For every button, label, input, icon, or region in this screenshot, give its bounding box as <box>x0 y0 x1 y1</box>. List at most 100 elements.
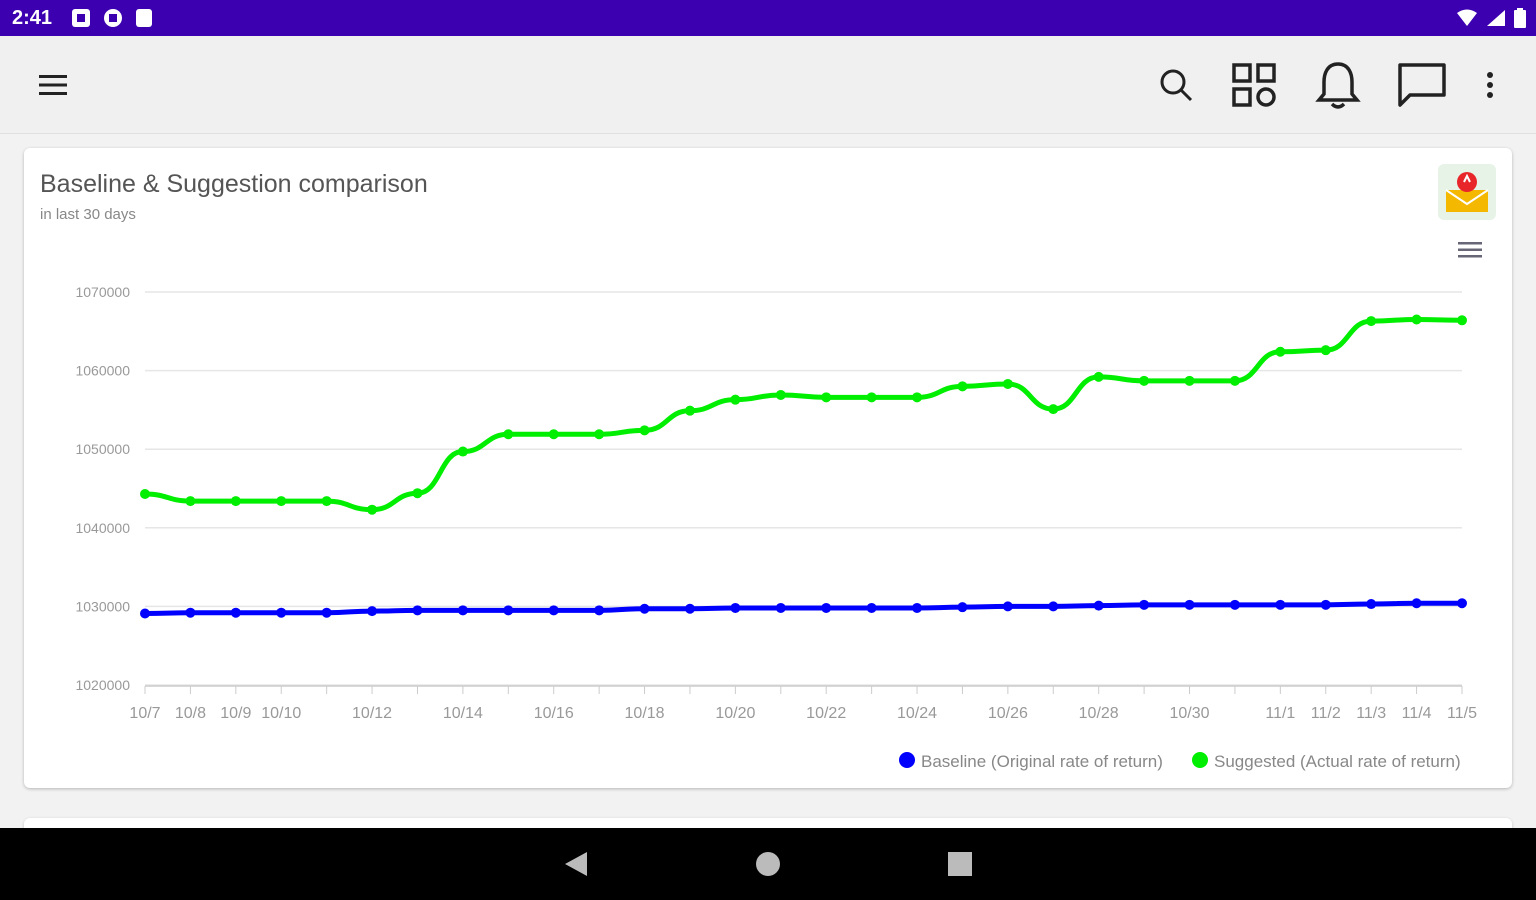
chat-icon <box>1398 63 1446 107</box>
data-point <box>503 429 514 440</box>
notification-icon <box>72 9 90 27</box>
data-point <box>185 496 196 507</box>
data-point <box>1275 346 1286 357</box>
x-tick-label: 10/12 <box>352 705 392 722</box>
x-tick-label: 10/22 <box>806 705 846 722</box>
y-tick-label: 1040000 <box>75 520 130 536</box>
data-point <box>1002 378 1013 389</box>
signal-icon <box>1487 10 1505 26</box>
y-tick-label: 1030000 <box>75 598 130 614</box>
back-icon <box>565 852 587 876</box>
line-chart: 1020000 1030000 1040000 1050000 1060000 10700… <box>75 284 1477 771</box>
data-point <box>548 429 559 440</box>
data-point <box>684 405 695 416</box>
data-point <box>1457 598 1467 609</box>
wifi-icon <box>1457 9 1477 26</box>
data-point <box>1366 599 1377 610</box>
data-point <box>1366 316 1377 327</box>
data-point <box>639 603 650 614</box>
data-point <box>412 488 423 499</box>
data-point <box>321 607 332 618</box>
recents-button[interactable] <box>920 828 1000 900</box>
x-tick-label: 10/26 <box>988 705 1028 722</box>
data-point <box>321 496 332 507</box>
more-options-button[interactable] <box>1470 36 1510 134</box>
data-point <box>1048 404 1059 415</box>
data-point <box>821 392 832 403</box>
x-tick-label: 10/9 <box>220 705 251 722</box>
back-button[interactable] <box>536 828 616 900</box>
data-point <box>367 504 378 515</box>
data-point <box>457 446 468 457</box>
x-tick-label: 10/30 <box>1169 705 1209 722</box>
data-point <box>1184 375 1195 386</box>
apps-grid-icon <box>1232 63 1276 107</box>
data-point <box>230 607 241 618</box>
data-point <box>775 602 786 613</box>
x-tick-label: 10/24 <box>897 705 937 722</box>
data-point <box>866 602 877 613</box>
data-point <box>1002 601 1013 612</box>
data-point <box>730 602 741 613</box>
x-tick-label: 11/3 <box>1356 705 1386 722</box>
mailbox-notification-icon <box>1445 172 1489 212</box>
data-point <box>594 429 605 440</box>
chat-button[interactable] <box>1394 36 1450 134</box>
y-tick-label: 1070000 <box>75 284 130 300</box>
menu-button[interactable] <box>26 36 82 134</box>
x-tick-label: 10/14 <box>443 705 483 722</box>
data-point <box>957 381 968 392</box>
data-point <box>866 392 877 403</box>
status-time: 2:41 <box>12 7 53 29</box>
legend-label: Suggested (Actual rate of return) <box>1214 752 1461 771</box>
data-point <box>1139 599 1150 610</box>
series-line-baseline <box>144 600 1462 616</box>
legend-marker <box>1192 752 1208 768</box>
battery-icon <box>1514 8 1526 28</box>
recents-icon <box>948 852 972 876</box>
home-button[interactable] <box>728 828 808 900</box>
data-point <box>140 489 150 500</box>
chart-subtitle: in last 30 days <box>40 206 136 223</box>
x-tick-label: 10/8 <box>175 705 206 722</box>
data-point <box>684 603 695 614</box>
data-point <box>1093 600 1104 611</box>
legend-marker <box>899 752 915 768</box>
x-tick-label: 11/2 <box>1311 705 1341 722</box>
data-point <box>1320 599 1331 610</box>
apps-button[interactable] <box>1226 36 1282 134</box>
x-tick-label: 10/10 <box>261 705 301 722</box>
chart-card: Baseline & Suggestion comparison in last… <box>24 148 1512 788</box>
status-bar: 2:41 <box>0 0 1536 36</box>
data-point <box>912 392 923 403</box>
data-point <box>775 389 786 400</box>
chart-title: Baseline & Suggestion comparison <box>40 170 428 198</box>
data-point <box>821 602 832 613</box>
badge-button[interactable] <box>1438 164 1496 220</box>
sd-card-icon <box>136 9 152 27</box>
data-point <box>1411 598 1422 609</box>
data-point <box>367 606 378 617</box>
legend-label: Baseline (Original rate of return) <box>921 752 1163 771</box>
data-point <box>230 496 241 507</box>
hamburger-icon <box>1458 242 1482 258</box>
data-point <box>1093 371 1104 382</box>
chart-menu-button[interactable] <box>1458 240 1484 265</box>
data-point <box>185 607 196 618</box>
app-bar <box>0 36 1536 134</box>
vpn-icon <box>104 9 122 27</box>
more-vert-icon <box>1487 72 1493 98</box>
x-tick-label: 11/4 <box>1402 705 1432 722</box>
data-point <box>639 425 650 436</box>
navigation-bar <box>0 828 1536 900</box>
data-point <box>912 602 923 613</box>
data-point <box>1275 599 1286 610</box>
notifications-button[interactable] <box>1310 36 1366 134</box>
menu-icon <box>39 75 67 95</box>
data-point <box>1139 375 1150 386</box>
y-tick-label: 1060000 <box>75 363 130 379</box>
data-point <box>276 607 287 618</box>
search-icon <box>1160 69 1193 102</box>
search-button[interactable] <box>1148 36 1204 134</box>
data-point <box>1229 375 1240 386</box>
